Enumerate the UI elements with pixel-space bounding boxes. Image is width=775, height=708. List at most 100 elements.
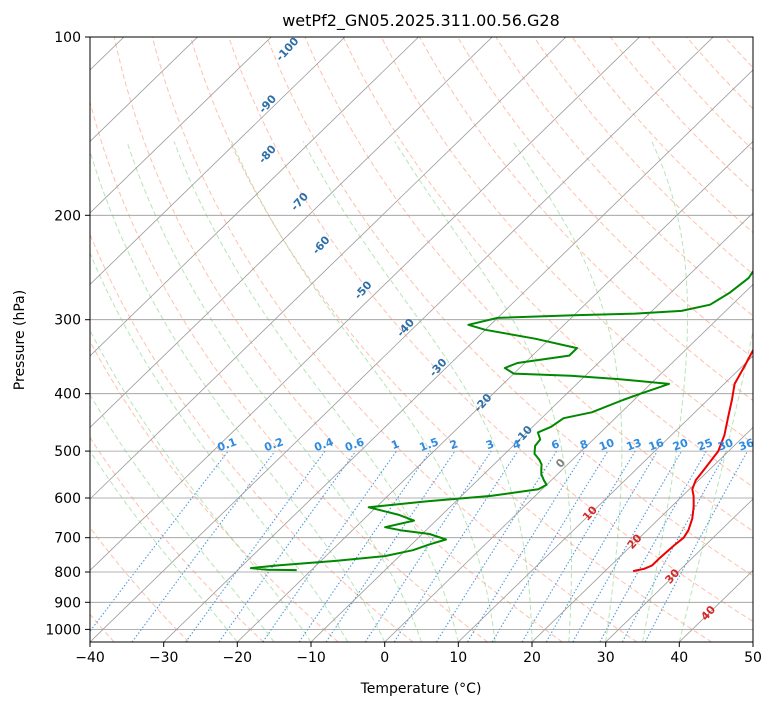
mixing-ratio-line [90,450,229,633]
mixing-ratio-line [621,450,728,642]
dry-adiabat [495,37,753,317]
x-tick-label: −30 [149,650,179,666]
mixing-ratio-line [467,450,586,642]
mixing-ratio-line [218,450,357,642]
isotherm-line [90,37,714,642]
isotherm-line [605,498,753,642]
x-tick-label: 40 [670,650,688,666]
mixing-ratio-line [185,450,326,642]
y-tick-label: 500 [54,444,81,460]
x-tick-label: 20 [523,650,541,666]
grid-lines [90,37,753,642]
moist-adiabat [90,149,386,642]
mixing-ratio-line [545,450,658,642]
y-tick-label: 300 [54,313,81,329]
x-tick-label: 30 [597,650,615,666]
mixing-ratio-line [364,450,492,642]
isotherm-label: -80 [256,142,279,166]
x-tick-label: −40 [75,650,105,666]
moist-adiabat [512,141,623,642]
mixing-ratio-line [325,450,456,642]
isotherm-line [458,355,753,642]
mixing-ratio-label: 6 [550,437,562,452]
mixing-ratio-label: 10 [597,436,616,454]
mixing-ratio-label: 16 [647,436,666,454]
x-tick-label: 50 [744,650,762,666]
mixing-ratio-label: 13 [625,436,644,453]
dry-adiabat [113,37,563,642]
dry-adiabat [90,436,264,642]
x-tick-label: 10 [449,650,467,666]
dry-adiabat [533,37,753,275]
mixing-ratio-label: 0.1 [216,435,239,454]
x-axis-label: Temperature (°C) [360,681,482,697]
temperature-profile-line [632,348,753,573]
mixing-ratio-label: 0.6 [343,435,366,454]
dry-adiabat [190,37,712,642]
mixing-ratio-line [491,450,609,642]
x-tick-label: −20 [223,650,253,666]
mixing-ratio-line [599,450,707,642]
mixing-ratio-label: 1 [389,437,401,452]
dry-adiabat [342,37,753,488]
dry-adiabat [724,37,753,69]
isotherm-line [90,37,640,572]
chart-title: wetPf2_GN05.2025.311.00.56.G28 [282,11,560,31]
isotherm-line [90,37,419,357]
isotherm-line [310,212,753,642]
y-tick-label: 400 [54,387,81,403]
y-axis-label: Pressure (hPa) [12,290,28,390]
moist-adiabat [678,328,753,642]
mixing-ratio-line [393,450,519,642]
mixing-ratio-line [262,450,397,642]
mixing-ratio-label: 8 [578,437,590,452]
isotherm-line [90,37,198,142]
y-axis: 1000 900 800 700 600 500 400 300 200 100 [45,30,90,638]
y-tick-label: 600 [54,491,81,507]
mixing-ratio-label: 3 [484,437,496,452]
dry-adiabat [266,37,753,577]
mixing-ratio-line [435,450,558,642]
y-tick-label: 800 [54,565,81,581]
isotherm-line [531,426,753,642]
mixing-ratio-label: 25 [696,436,715,453]
moist-adiabat [302,141,533,642]
isotherm-label: -60 [310,233,333,257]
y-tick-label: 900 [54,595,81,611]
dry-adiabat [90,99,488,642]
x-axis: −40 −30 −20 −10 0 10 20 30 40 50 [75,642,762,666]
isotherm-line [90,37,272,214]
x-tick-label: 0 [380,650,389,666]
mixing-ratio-label: 20 [671,436,690,454]
isotherm-label: -70 [288,190,311,214]
dry-adiabat [90,340,339,642]
mixing-ratio-label: 1.5 [418,435,441,454]
moist-adiabat [90,393,275,642]
dry-adiabat [90,526,190,642]
isotherm-line [90,37,346,286]
mixing-ratio-line [298,450,431,642]
dry-adiabat [228,37,753,622]
dewpoint-profile-line [249,269,753,572]
dry-adiabat [151,37,638,642]
y-tick-label: 100 [54,30,81,46]
isotherm-line [90,37,493,429]
dry-adiabat [763,37,775,642]
background-lines [90,37,775,642]
mixing-ratio-label: 2 [448,437,460,452]
mixing-ratio-label: 36 [737,436,756,454]
isotherm-line [237,140,753,642]
y-tick-label: 700 [54,531,81,547]
plot-frame [89,36,754,643]
moist-adiabat [173,141,459,642]
isotherm-label: -100 [273,34,301,63]
mixing-ratio-label: 30 [716,436,735,454]
isotherm-line [90,37,567,500]
dry-adiabat [686,37,753,110]
y-tick-label: 200 [54,208,81,224]
dry-adiabat [419,37,753,402]
isotherm-line [752,641,753,642]
mixing-ratio-label: 0.2 [262,435,285,454]
y-tick-label: 1000 [45,622,81,638]
